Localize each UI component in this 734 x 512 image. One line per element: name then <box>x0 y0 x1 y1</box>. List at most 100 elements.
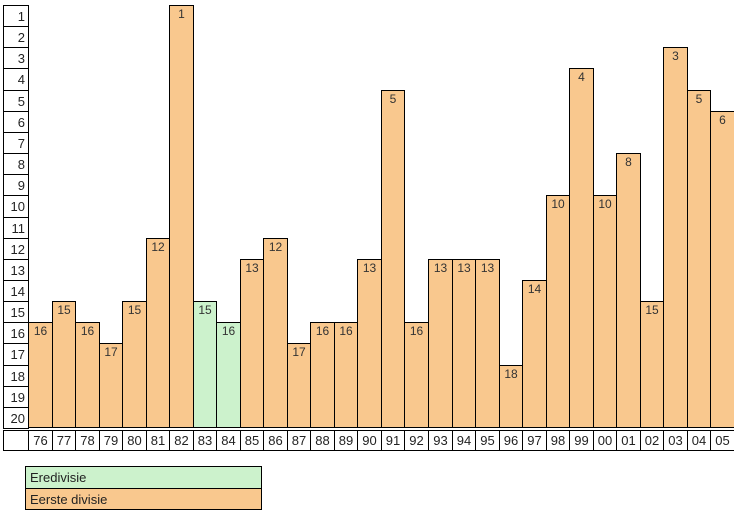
x-axis-year-01: 01 <box>616 430 641 451</box>
x-axis-year-97: 97 <box>522 430 547 451</box>
y-axis-cell-3: 3 <box>3 47 29 69</box>
y-axis-cell-16: 16 <box>3 322 29 344</box>
x-axis-year-85: 85 <box>240 430 264 451</box>
y-axis-cell-15: 15 <box>3 301 29 323</box>
chart-bar-91: 5 <box>381 90 405 428</box>
bar-value-label: 10 <box>598 197 612 211</box>
x-axis-year-84: 84 <box>216 430 241 451</box>
legend-item-eredivisie: Eredivisie <box>26 467 261 488</box>
x-axis-year-94: 94 <box>452 430 476 451</box>
bar-value-label: 5 <box>389 92 397 106</box>
chart-bar-86: 12 <box>263 238 288 428</box>
bar-value-label: 13 <box>433 261 448 275</box>
y-axis-cell-14: 14 <box>3 280 29 302</box>
chart-bar-88: 16 <box>310 322 335 428</box>
chart-bar-96: 18 <box>499 365 523 428</box>
x-axis-corner-cell <box>3 430 29 451</box>
chart-bar-04: 5 <box>687 90 711 428</box>
bar-value-label: 15 <box>57 303 71 317</box>
legend-label-eerste-divisie: Eerste divisie <box>30 491 108 507</box>
chart-bar-83: 15 <box>193 301 217 428</box>
bar-value-label: 15 <box>198 303 212 317</box>
chart-bar-87: 17 <box>287 343 311 428</box>
x-axis-year-78: 78 <box>75 430 100 451</box>
chart-bar-90: 13 <box>357 259 382 428</box>
bar-value-label: 8 <box>625 155 632 169</box>
chart-bar-98: 10 <box>546 195 570 428</box>
y-axis-cell-13: 13 <box>3 259 29 281</box>
y-axis-cell-2: 2 <box>3 26 29 48</box>
chart-bar-97: 14 <box>522 280 547 428</box>
bar-value-label: 13 <box>457 261 471 275</box>
chart-bar-99: 4 <box>569 68 594 428</box>
bar-value-label: 13 <box>362 261 377 275</box>
bar-value-label: 3 <box>672 49 679 63</box>
chart-bar-76: 16 <box>28 322 53 428</box>
x-axis-year-86: 86 <box>263 430 288 451</box>
legend-item-eerste-divisie: Eerste divisie <box>26 488 261 509</box>
x-axis-year-95: 95 <box>475 430 500 451</box>
bar-value-label: 16 <box>315 324 330 338</box>
chart-bar-77: 15 <box>52 301 76 428</box>
chart-bar-93: 13 <box>428 259 453 428</box>
bar-value-label: 6 <box>719 113 726 127</box>
bar-value-label: 1 <box>178 7 185 21</box>
chart-bar-92: 16 <box>404 322 429 428</box>
x-axis-year-99: 99 <box>569 430 594 451</box>
x-axis-year-98: 98 <box>546 430 570 451</box>
bar-value-label: 16 <box>339 324 353 338</box>
x-axis-year-79: 79 <box>99 430 123 451</box>
legend-label-eredivisie: Eredivisie <box>30 470 87 485</box>
bar-value-label: 17 <box>292 345 306 359</box>
y-axis-cell-20: 20 <box>3 407 29 429</box>
x-axis-year-05: 05 <box>710 430 734 451</box>
x-axis-year-91: 91 <box>381 430 405 451</box>
chart-bar-94: 13 <box>452 259 476 428</box>
bar-value-label: 12 <box>268 240 283 254</box>
x-axis-year-96: 96 <box>499 430 523 451</box>
y-axis-cell-9: 9 <box>3 174 29 196</box>
x-axis-year-04: 04 <box>687 430 711 451</box>
chart-bar-03: 3 <box>663 47 688 428</box>
x-axis-year-76: 76 <box>28 430 53 451</box>
x-axis-year-83: 83 <box>193 430 217 451</box>
y-axis-cell-18: 18 <box>3 365 29 387</box>
bar-value-label: 12 <box>151 240 165 254</box>
legend: Eredivisie Eerste divisie <box>25 466 262 510</box>
chart-bar-02: 15 <box>640 301 664 428</box>
x-axis-year-92: 92 <box>404 430 429 451</box>
bar-value-label: 15 <box>127 303 142 317</box>
x-axis-year-88: 88 <box>310 430 335 451</box>
bar-value-label: 15 <box>645 303 659 317</box>
chart-bar-84: 16 <box>216 322 241 428</box>
chart-bar-78: 16 <box>75 322 100 428</box>
bar-value-label: 13 <box>480 261 495 275</box>
x-axis-year-81: 81 <box>146 430 170 451</box>
bar-value-label: 4 <box>578 70 585 84</box>
y-axis-cell-5: 5 <box>3 90 29 112</box>
y-axis-cell-12: 12 <box>3 238 29 260</box>
chart-bar-89: 16 <box>334 322 358 428</box>
chart-bar-80: 15 <box>122 301 147 428</box>
bar-value-label: 18 <box>504 367 518 381</box>
bar-value-label: 16 <box>80 324 95 338</box>
bar-value-label: 17 <box>104 345 118 359</box>
chart-bar-85: 13 <box>240 259 264 428</box>
y-axis-cell-17: 17 <box>3 343 29 366</box>
chart-bar-00: 10 <box>593 195 617 428</box>
chart-bar-79: 17 <box>99 343 123 428</box>
x-axis-year-87: 87 <box>287 430 311 451</box>
bar-value-label: 16 <box>221 324 236 338</box>
bar-value-label: 10 <box>551 197 565 211</box>
chart-bar-82: 1 <box>169 5 194 428</box>
bar-value-label: 14 <box>527 282 542 296</box>
bar-value-label: 16 <box>409 324 424 338</box>
chart-bar-95: 13 <box>475 259 500 428</box>
y-axis-cell-7: 7 <box>3 132 29 154</box>
y-axis-cell-11: 11 <box>3 217 29 239</box>
y-axis-cell-19: 19 <box>3 386 29 408</box>
x-axis-year-89: 89 <box>334 430 358 451</box>
x-axis-year-82: 82 <box>169 430 194 451</box>
bar-value-label: 5 <box>695 92 703 106</box>
